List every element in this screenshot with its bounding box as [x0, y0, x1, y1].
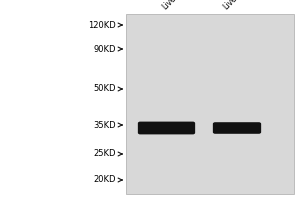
Text: Liver: Liver	[222, 0, 241, 11]
FancyBboxPatch shape	[138, 122, 195, 134]
Text: 35KD: 35KD	[93, 120, 116, 130]
Text: 120KD: 120KD	[88, 21, 116, 29]
Bar	[126, 14, 294, 194]
FancyBboxPatch shape	[213, 122, 261, 134]
Text: 25KD: 25KD	[93, 150, 116, 158]
Text: 50KD: 50KD	[93, 84, 116, 93]
Text: 90KD: 90KD	[93, 45, 116, 53]
Text: Liver: Liver	[160, 0, 180, 11]
Text: 20KD: 20KD	[93, 176, 116, 184]
